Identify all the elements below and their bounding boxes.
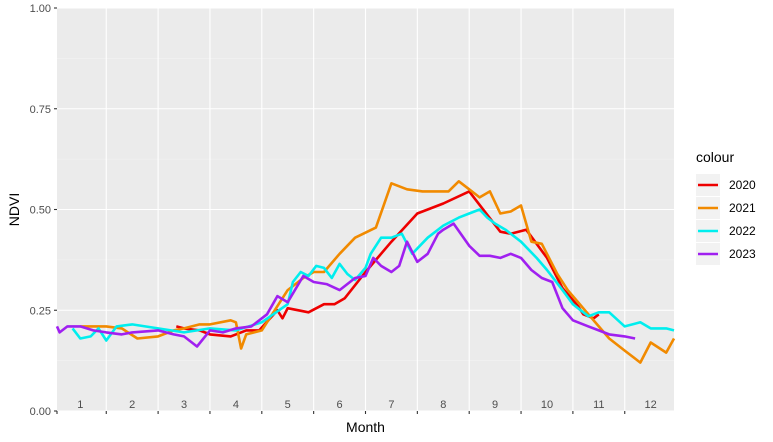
month-label: 4 [233,399,239,411]
y-axis: 0.00 0.25 0.50 0.75 1.00 [30,3,57,418]
month-label: 5 [285,399,291,411]
series-lines [55,180,676,364]
x-axis [56,411,626,414]
month-label: 8 [440,399,446,411]
series-line-2021 [80,180,676,364]
legend-label-2022: 2022 [729,224,756,238]
legend-title: colour [696,149,734,165]
month-label: 11 [593,399,604,411]
month-label: 3 [181,399,187,411]
month-label: 12 [645,399,657,411]
y-tick-label: 1.00 [30,3,51,15]
series-line-2023 [55,222,636,348]
month-label: 2 [129,399,135,411]
month-label: 1 [77,399,83,411]
legend-label-2020: 2020 [729,178,756,192]
series-line-2020 [175,190,600,338]
legend-label-2021: 2021 [729,201,756,215]
y-tick-label: 0.00 [30,406,51,418]
major-gridlines [57,7,674,412]
y-axis-title: NDVI [6,193,22,226]
month-labels: 1 2 3 4 5 6 7 8 9 10 11 12 [77,399,657,411]
y-tick-label: 0.50 [30,205,51,217]
y-tick-label: 0.25 [30,305,51,317]
legend-label-2023: 2023 [729,247,756,261]
series-line-2022 [71,208,675,342]
y-tick-label: 0.75 [30,104,51,116]
month-label: 6 [337,399,343,411]
legend: colour 2020 2021 2022 2023 [696,149,756,265]
month-label: 9 [492,399,498,411]
x-axis-title: Month [346,419,385,435]
month-label: 7 [388,399,394,411]
month-label: 10 [541,399,553,411]
